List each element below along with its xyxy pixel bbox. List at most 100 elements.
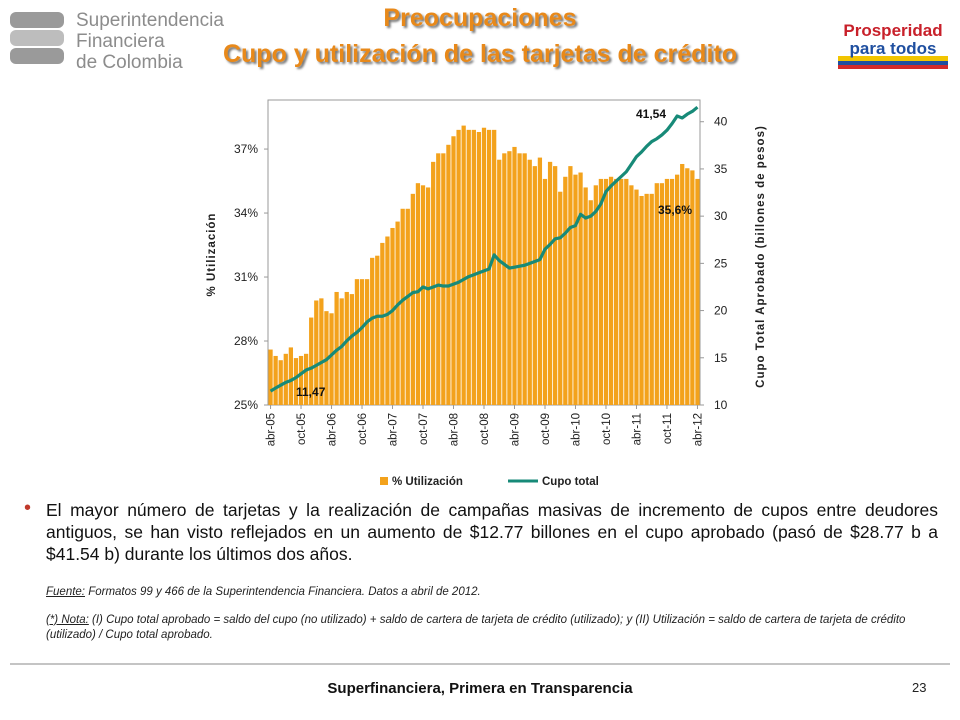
bar xyxy=(654,183,659,405)
bar xyxy=(634,189,639,405)
note-label: (*) Nota: xyxy=(46,614,89,626)
bar xyxy=(502,153,507,405)
bar xyxy=(614,178,619,405)
note: (*) Nota: (I) Cupo total aprobado = sald… xyxy=(46,613,936,643)
bar xyxy=(583,187,588,405)
bar xyxy=(674,174,680,405)
source-text: Formatos 99 y 466 de la Superintendencia… xyxy=(85,586,481,598)
bar xyxy=(664,178,670,405)
y-tick-label: 37% xyxy=(234,142,258,156)
bar xyxy=(298,355,304,405)
title: Preocupaciones xyxy=(383,4,577,32)
bar xyxy=(390,227,395,405)
y2-tick-label: 25 xyxy=(714,256,728,270)
subtitle: Cupo y utilización de las tarjetas de cr… xyxy=(222,40,737,68)
line xyxy=(269,105,699,393)
x-tick-label: abr-11 xyxy=(631,413,643,445)
bar xyxy=(593,185,598,405)
bar xyxy=(278,360,283,405)
bar xyxy=(273,355,278,405)
y2-tick-label: 30 xyxy=(714,209,728,223)
bar xyxy=(669,178,675,405)
bar xyxy=(624,178,629,405)
bar xyxy=(410,193,415,405)
bar xyxy=(364,279,370,405)
bar xyxy=(420,185,426,405)
bar xyxy=(375,255,380,405)
bar xyxy=(563,176,568,405)
x-tick-label: abr-09 xyxy=(509,413,521,446)
bar xyxy=(471,129,476,405)
bar xyxy=(314,300,319,405)
bar xyxy=(349,294,354,405)
bar xyxy=(619,178,624,405)
annotation: 41,54 xyxy=(636,107,666,121)
bar xyxy=(451,136,456,406)
bar xyxy=(339,298,344,405)
bar xyxy=(329,313,334,405)
x-tick-label: oct-11 xyxy=(662,413,674,444)
x-tick-label: oct-10 xyxy=(601,413,613,445)
x-tick-label: abr-07 xyxy=(388,413,400,446)
bar xyxy=(395,221,400,405)
x-tick-label: oct-09 xyxy=(540,413,552,445)
bar xyxy=(598,178,604,405)
logo-mark xyxy=(10,12,64,64)
bar xyxy=(309,317,314,405)
bar xyxy=(461,125,466,405)
bullet-text: El mayor número de tarjetas y la realiza… xyxy=(46,500,938,564)
bullet-dot: • xyxy=(24,497,32,519)
x-tick-label: oct-06 xyxy=(357,413,369,445)
badge-line: para todos xyxy=(850,39,937,58)
bar xyxy=(436,153,441,405)
bar xyxy=(532,166,537,405)
bar xyxy=(466,129,471,405)
bar xyxy=(547,161,553,405)
bar xyxy=(303,353,309,405)
bar xyxy=(268,349,273,405)
source: Fuente: Formatos 99 y 466 de la Superint… xyxy=(46,585,936,600)
y2-tick-label: 35 xyxy=(714,162,728,176)
legend-label: Cupo total xyxy=(542,476,599,488)
bar xyxy=(405,208,410,405)
x-tick-label: abr-12 xyxy=(692,413,704,446)
bar xyxy=(573,174,578,405)
bar xyxy=(522,153,527,405)
bar xyxy=(492,129,497,405)
y-tick-label: 25% xyxy=(234,398,258,412)
badge-line: Prosperidad xyxy=(843,21,942,40)
note-text: (I) Cupo total aprobado = saldo del cupo… xyxy=(46,614,906,641)
bar xyxy=(690,170,695,405)
bar xyxy=(608,176,614,405)
bar xyxy=(431,161,436,405)
bar xyxy=(380,242,385,405)
source-label: Fuente: xyxy=(46,586,85,598)
bar xyxy=(649,193,654,405)
logo-line: Financiera xyxy=(76,31,165,52)
legend-swatch xyxy=(380,477,388,485)
y-axis-title: % Utilización xyxy=(206,213,218,297)
x-tick-label: oct-08 xyxy=(479,413,491,445)
bar xyxy=(517,153,522,405)
bar xyxy=(695,178,700,405)
x-tick-label: oct-05 xyxy=(296,413,308,445)
bar xyxy=(415,183,421,405)
y2-tick-label: 20 xyxy=(714,304,728,318)
x-tick-label: abr-05 xyxy=(266,413,278,446)
bar xyxy=(497,159,502,405)
x-tick-label: abr-08 xyxy=(449,413,461,446)
footer: Superfinanciera, Primera en Transparenci… xyxy=(327,680,633,697)
logo-line: de Colombia xyxy=(76,52,183,73)
bar xyxy=(659,183,665,405)
bar xyxy=(527,159,532,405)
x-tick-label: oct-07 xyxy=(418,413,430,445)
legend-label: % Utilización xyxy=(392,476,463,488)
y2-tick-label: 40 xyxy=(714,115,728,129)
bar xyxy=(568,166,573,405)
bar xyxy=(481,127,487,406)
bar xyxy=(639,195,644,405)
bar xyxy=(344,291,349,405)
page-number: 23 xyxy=(912,680,927,695)
